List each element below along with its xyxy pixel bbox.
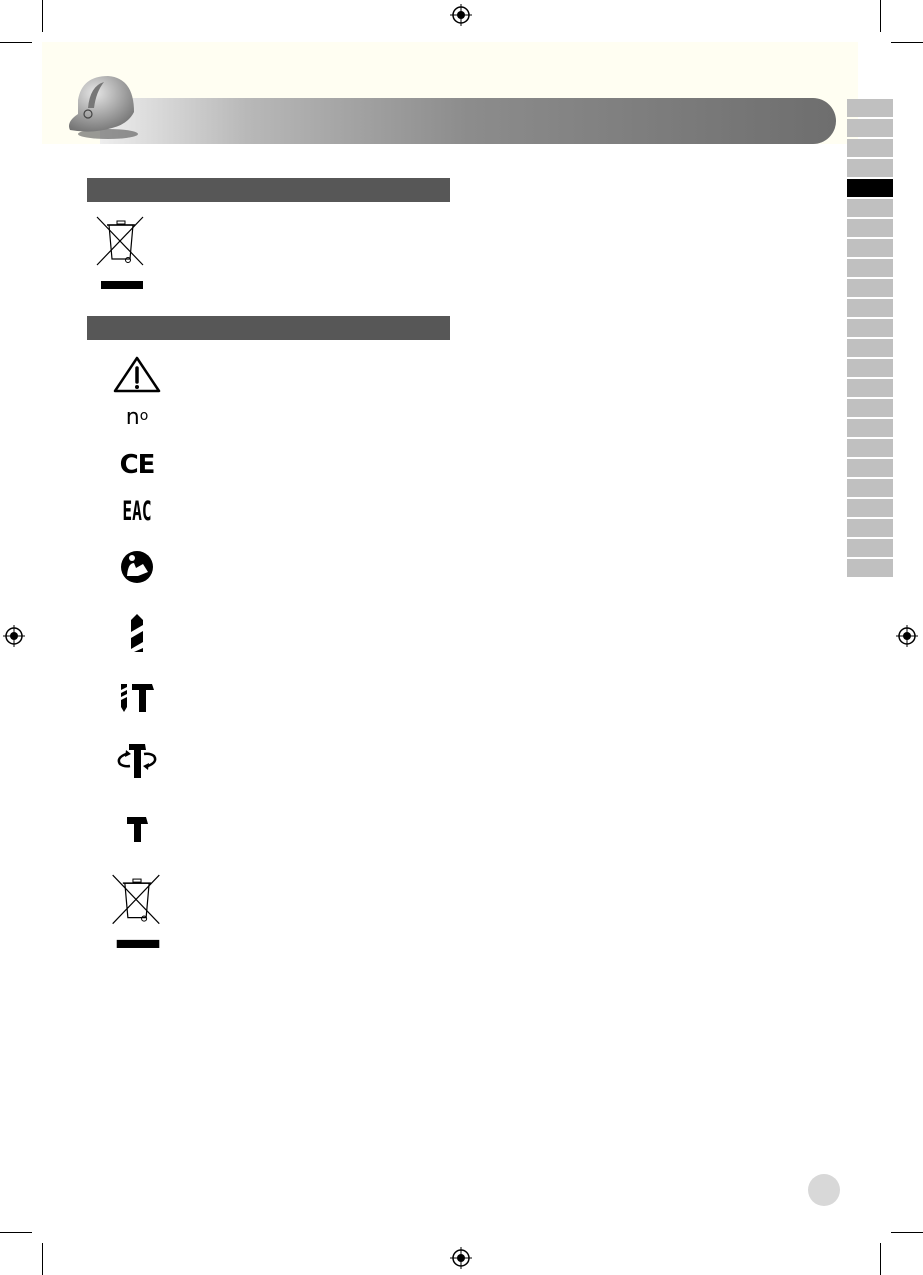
section-tab[interactable] — [847, 239, 893, 257]
section-tab[interactable] — [847, 439, 893, 457]
weee-crossed-bin-icon — [112, 874, 160, 948]
section-tab[interactable] — [847, 459, 893, 477]
safety-helmet-icon — [69, 76, 138, 139]
hammer-only-icon — [127, 817, 148, 842]
section-header-bar — [87, 178, 450, 202]
section-header-bar — [87, 316, 450, 340]
section-tab[interactable] — [847, 259, 893, 277]
section-tab[interactable] — [847, 559, 893, 577]
section-tab[interactable] — [847, 479, 893, 497]
crop-mark — [42, 1243, 43, 1275]
ce-mark-icon: CE — [119, 450, 156, 480]
eac-mark-icon: EAC — [122, 496, 152, 527]
section-tab[interactable] — [847, 399, 893, 417]
crop-mark — [880, 0, 881, 32]
crop-mark — [891, 1232, 923, 1233]
section-tab[interactable] — [847, 139, 893, 157]
registration-mark-icon — [3, 625, 25, 647]
section-tab[interactable] — [847, 359, 893, 377]
section-tab[interactable] — [847, 379, 893, 397]
rotation-stop-icon — [117, 744, 157, 778]
page-number-badge — [808, 1174, 840, 1206]
section-tab[interactable] — [847, 299, 893, 317]
section-tab[interactable] — [847, 99, 893, 117]
section-tab[interactable] — [847, 159, 893, 177]
header-bar — [100, 98, 836, 144]
crop-mark — [880, 1243, 881, 1275]
section-tab[interactable] — [847, 499, 893, 517]
drill-bit-icon — [131, 614, 143, 652]
hammer-drill-icon — [121, 684, 154, 712]
section-tab[interactable] — [847, 319, 893, 337]
weee-crossed-bin-icon — [96, 216, 144, 289]
registration-mark-icon — [450, 1247, 472, 1269]
crop-mark — [891, 42, 923, 43]
section-tab[interactable] — [847, 519, 893, 537]
section-tab[interactable] — [847, 339, 893, 357]
section-tab[interactable] — [847, 119, 893, 137]
section-tab[interactable] — [847, 419, 893, 437]
section-tab[interactable] — [847, 539, 893, 557]
warning-triangle-icon — [113, 356, 161, 393]
read-manual-icon — [121, 551, 153, 583]
registration-mark-icon — [450, 4, 472, 26]
crop-mark — [0, 42, 32, 43]
crop-mark — [42, 0, 43, 32]
section-tab[interactable] — [847, 279, 893, 297]
crop-mark — [0, 1232, 32, 1233]
section-tab[interactable] — [847, 179, 893, 197]
section-tab[interactable] — [847, 199, 893, 217]
registration-mark-icon — [896, 625, 918, 647]
section-tab[interactable] — [847, 219, 893, 237]
